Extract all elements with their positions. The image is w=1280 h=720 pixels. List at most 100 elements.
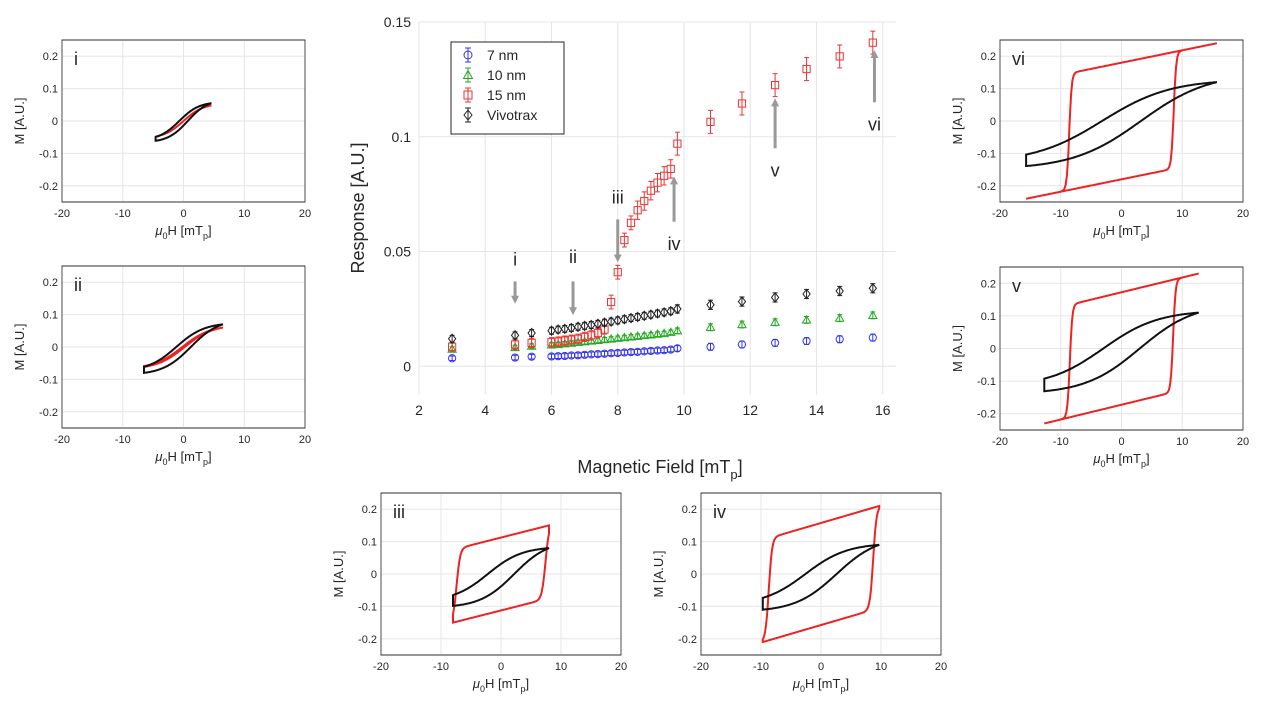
data-point <box>666 164 675 174</box>
panel-xtick-label: -10 <box>115 208 131 220</box>
data-point <box>801 314 812 324</box>
panel-xlabel: μ0H [mTp] <box>154 223 211 241</box>
data-point <box>705 322 716 331</box>
panel-ytick-label: -0.2 <box>977 181 996 193</box>
panel-xtick-label: 0 <box>818 661 824 673</box>
panel-border <box>61 265 306 429</box>
main-ytick-label: 0.1 <box>392 129 412 145</box>
data-point <box>580 320 589 332</box>
panel-xtick-label: -10 <box>433 661 449 673</box>
data-point <box>573 351 583 360</box>
panel-ytick-label: -0.1 <box>39 148 58 160</box>
panel-xtick-label: 10 <box>238 208 250 220</box>
xlabel-end: ] <box>1146 223 1150 238</box>
data-point <box>653 346 662 355</box>
data-point <box>527 338 536 347</box>
data-point <box>593 318 603 330</box>
panel-label: iv <box>713 502 726 522</box>
series-vivotrax <box>447 282 878 345</box>
data-point <box>660 346 669 355</box>
main-ytick-label: 0 <box>403 358 411 374</box>
data-point <box>573 321 583 333</box>
legend-marker <box>463 50 473 60</box>
xlabel-end: ] <box>208 223 212 238</box>
data-point <box>510 342 521 352</box>
annotation-label: iv <box>668 234 681 254</box>
data-point <box>652 329 663 338</box>
main-xtick-label: 10 <box>676 402 692 418</box>
legend-label: 15 nm <box>487 87 526 103</box>
panel-xtick-label: -20 <box>992 436 1008 448</box>
legend: 7 nm 10 nm 15 nm Vivotrax <box>450 41 565 135</box>
data-point <box>646 346 655 356</box>
panel-border <box>380 492 622 656</box>
legend-label: 10 nm <box>487 67 526 83</box>
data-point <box>573 334 583 343</box>
data-point <box>640 310 649 322</box>
annotation-label: i <box>513 249 517 269</box>
data-point <box>553 339 564 349</box>
legend-marker <box>463 90 473 100</box>
panel-label: vi <box>1012 49 1025 69</box>
panel-label: v <box>1012 276 1021 296</box>
data-point <box>613 268 622 277</box>
panel-ylabel: M [A.U.] <box>950 325 965 372</box>
hysteresis-panel-iv: -20 -10 0 10 20-0.2-0.100.10.2 ivM [A.U.]μ0H … <box>651 492 947 694</box>
data-point <box>559 338 570 348</box>
panel-xlabel: μ0H [mTp] <box>792 676 849 694</box>
hysteresis-loop-red <box>1044 272 1199 425</box>
panel-ytick-label: 0 <box>691 569 697 581</box>
panel-xtick-label: -20 <box>54 434 70 446</box>
panel-label: iii <box>393 502 405 522</box>
data-point <box>653 308 662 319</box>
data-point <box>653 178 662 187</box>
data-point <box>587 319 596 331</box>
panel-ytick-label: 0.2 <box>981 51 996 63</box>
legend-entry: 15 nm <box>463 87 526 103</box>
data-point <box>612 333 623 342</box>
xlabel-mu: μ <box>154 223 162 238</box>
xlabel-mu: μ <box>472 676 480 691</box>
main-xtick-label: 16 <box>875 402 891 418</box>
panel-xtick-label: 10 <box>555 661 567 673</box>
data-point <box>586 335 597 345</box>
data-point <box>706 117 715 126</box>
data-point <box>802 288 811 300</box>
xlabel-mid: H [mT <box>805 676 840 691</box>
xlabel-sub0: 0 <box>480 684 485 694</box>
data-point <box>802 336 811 346</box>
data-point <box>593 350 602 359</box>
data-point <box>560 336 569 345</box>
data-point <box>639 330 650 340</box>
data-point <box>600 349 609 358</box>
xlabel-sub0: 0 <box>163 231 168 241</box>
main-xtick-label: 8 <box>614 402 622 418</box>
panel-xtick-label: 0 <box>1118 208 1124 220</box>
xlabel-sub: p <box>840 684 845 694</box>
xlabel-mid: H [mT <box>1106 451 1141 466</box>
data-point <box>510 340 520 349</box>
data-point <box>659 306 669 318</box>
xlabel-sub: p <box>520 684 525 694</box>
panel-ytick-label: -0.1 <box>39 374 58 386</box>
hysteresis-panel-ii: -20 -10 0 10 20-0.2-0.100.10.2 iiM [A.U.]μ0H … <box>12 265 311 467</box>
data-point <box>547 352 556 361</box>
data-point <box>626 331 636 341</box>
data-point <box>626 347 636 357</box>
panel-border <box>999 39 1244 203</box>
panel-ytick-label: -0.2 <box>39 181 58 193</box>
panel-xlabel: μ0H [mTp] <box>1092 451 1149 469</box>
xlabel-sub0: 0 <box>800 684 805 694</box>
legend-label: 7 nm <box>487 47 518 63</box>
panel-ylabel: M [A.U.] <box>12 324 27 371</box>
data-point <box>640 196 649 206</box>
hysteresis-loop-black <box>761 543 880 611</box>
panel-ytick-label: -0.1 <box>358 601 377 613</box>
data-point <box>560 323 569 335</box>
panel-xtick-label: 10 <box>875 661 887 673</box>
main-xtick-label: 6 <box>548 402 556 418</box>
data-point <box>560 351 569 361</box>
data-point <box>626 218 636 227</box>
